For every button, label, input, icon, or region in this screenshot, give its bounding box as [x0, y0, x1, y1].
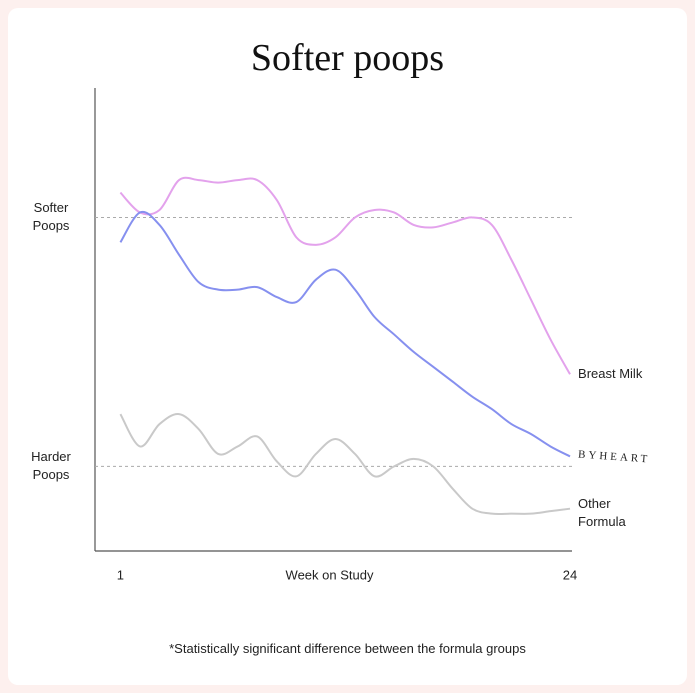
line: [119, 210, 571, 458]
footnote: *Statistically significant difference be…: [169, 641, 526, 656]
line: [119, 176, 571, 375]
line: [119, 413, 571, 516]
y-tick-label: Harder Poops: [31, 449, 71, 483]
chart-title: Softer poops: [250, 37, 445, 79]
card: [8, 8, 687, 685]
x-axis-label: Week on Study: [286, 567, 374, 582]
x-tick-label: 24: [563, 567, 577, 582]
x-tick-label: 1: [117, 567, 124, 582]
series-label: Other Formula: [578, 495, 626, 529]
y-tick-label: Softer Poops: [32, 200, 70, 234]
series-label: Breast Milk: [578, 366, 643, 382]
